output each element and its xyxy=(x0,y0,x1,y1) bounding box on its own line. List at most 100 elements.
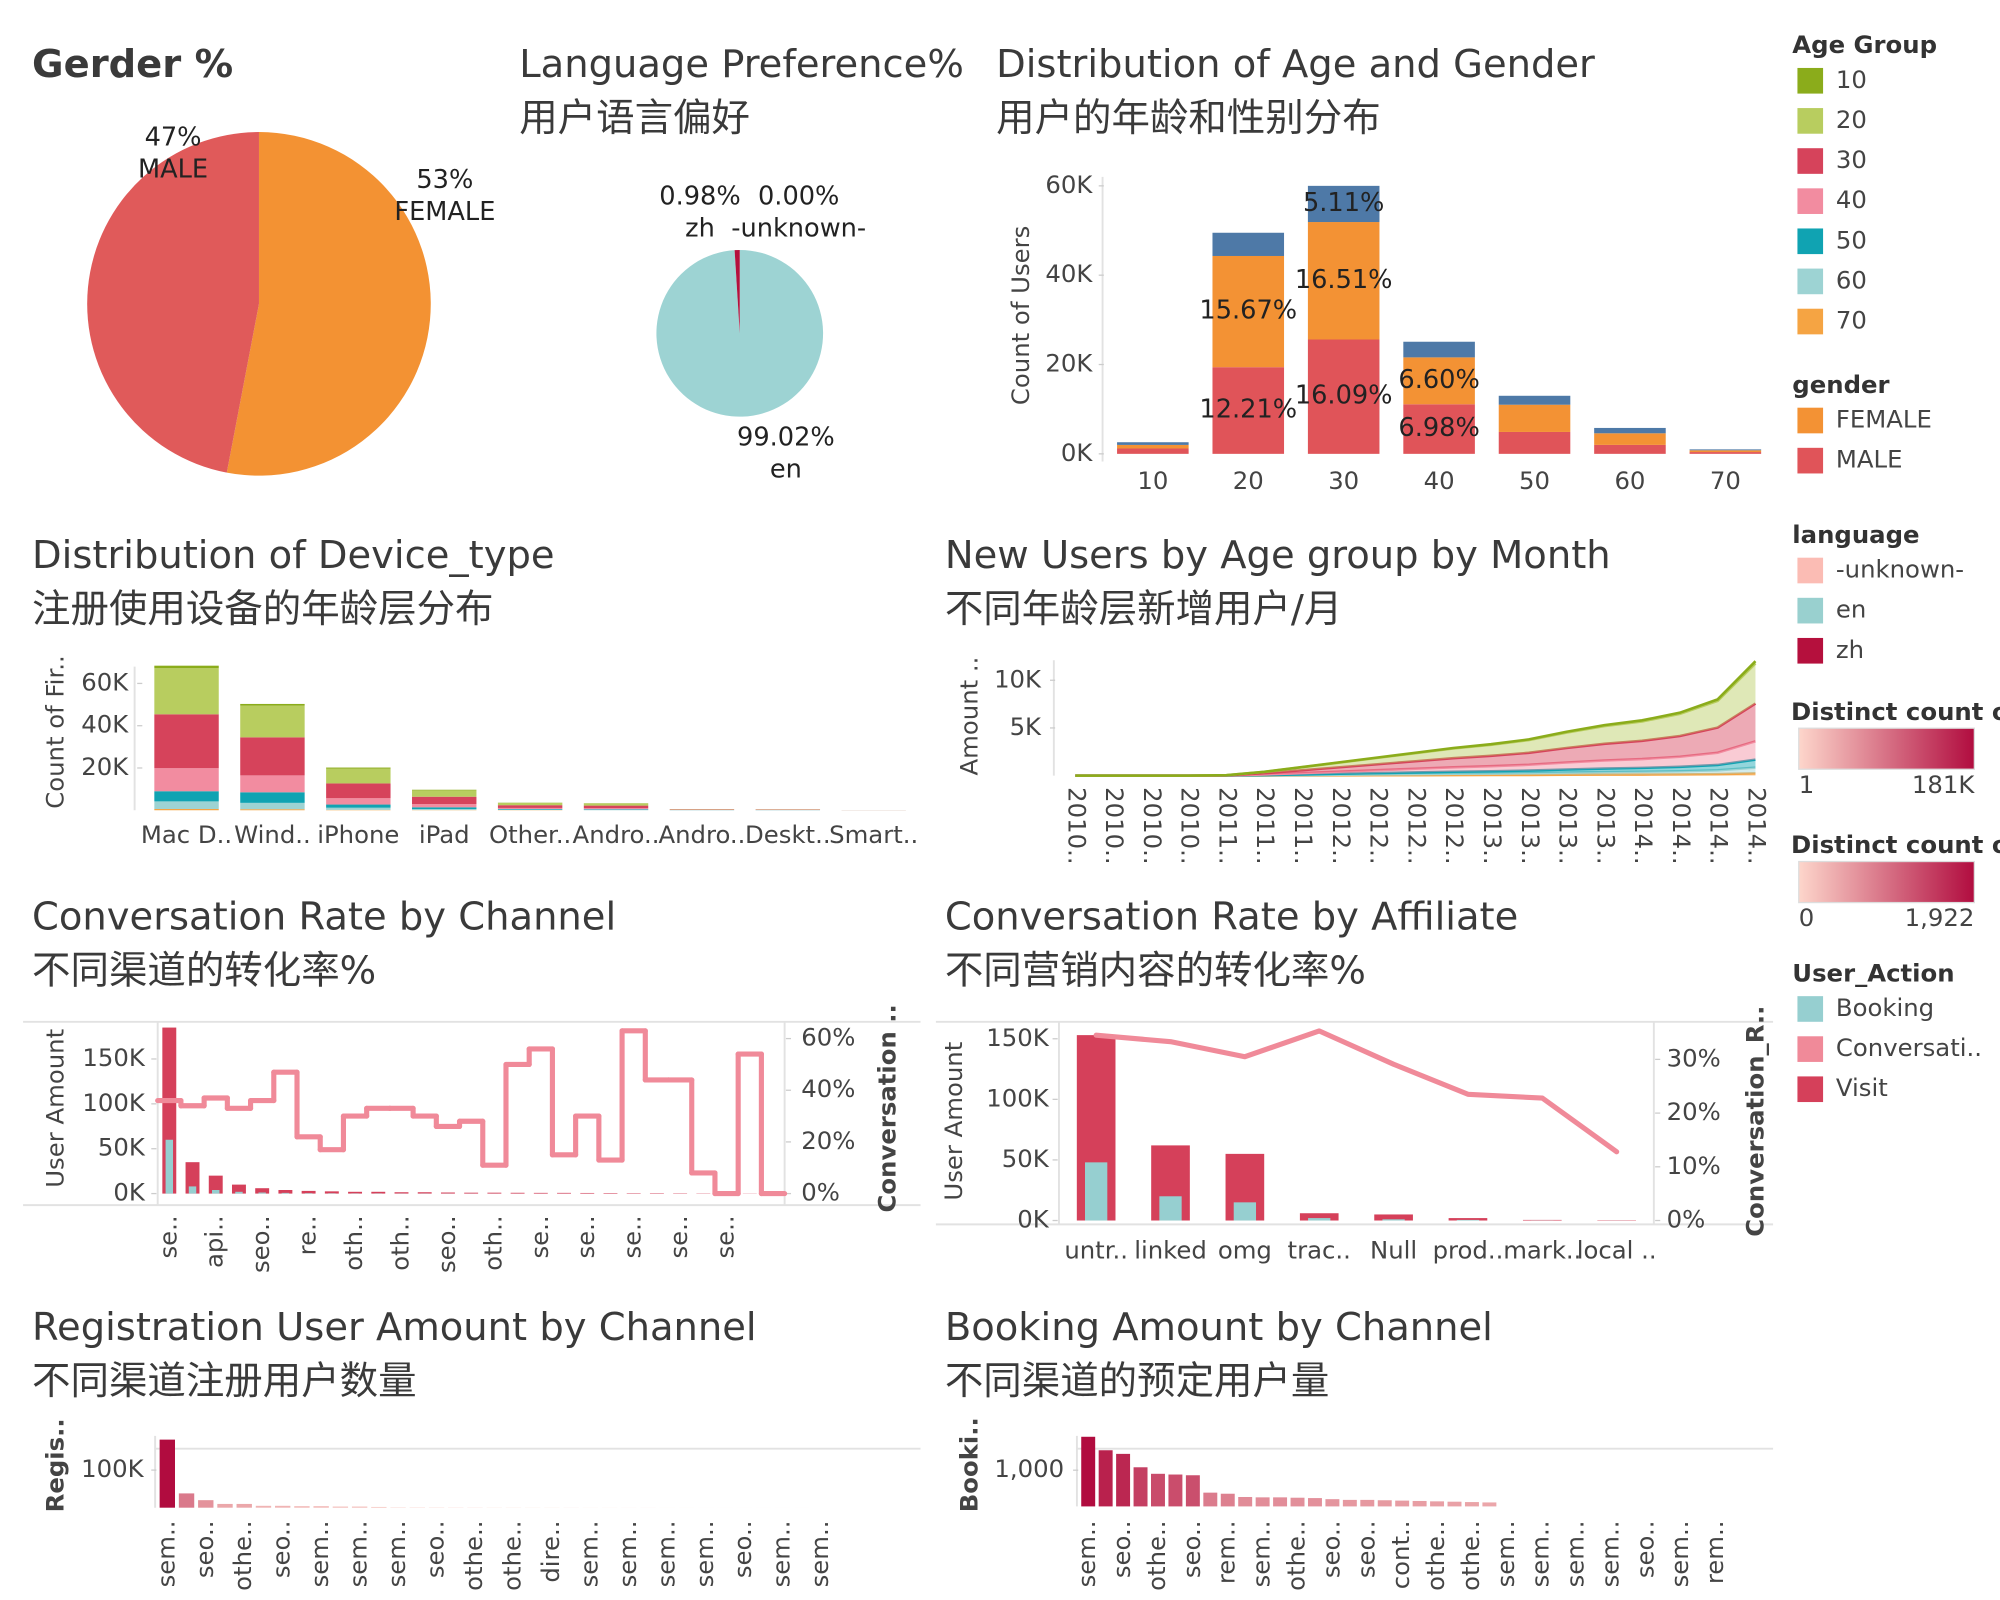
y-axis-label: Amount .. xyxy=(955,657,984,776)
bar xyxy=(281,1192,290,1194)
x-tick-label: seo.. xyxy=(1177,1521,1206,1579)
x-tick-label: omg xyxy=(1218,1235,1272,1264)
bar xyxy=(351,1506,368,1508)
bar-segment xyxy=(154,665,219,669)
pie-slice xyxy=(656,250,824,417)
x-tick-label: 2011.. xyxy=(1213,787,1242,864)
chart-title: New Users by Age group by Month xyxy=(945,533,1611,578)
bar xyxy=(464,1192,479,1194)
y-tick-label: 5K xyxy=(1010,712,1042,741)
y-tick-label: 60% xyxy=(801,1023,855,1052)
legend-swatch xyxy=(1797,108,1824,134)
slice-value-label: 53% xyxy=(416,165,473,195)
x-tick-label: 2011.. xyxy=(1289,787,1318,864)
x-tick-label: seo.. xyxy=(432,1215,461,1273)
x-tick-label: othe.. xyxy=(1282,1521,1311,1591)
x-tick-label: iPad xyxy=(419,820,470,849)
x-tick-label: seo.. xyxy=(190,1521,219,1579)
slice-category-label: FEMALE xyxy=(394,197,495,227)
color-ramp xyxy=(1798,860,1976,904)
x-tick-label: 2012.. xyxy=(1402,787,1431,864)
x-tick-label: seo.. xyxy=(728,1521,757,1579)
bar-segment xyxy=(1594,427,1666,434)
legend-swatch xyxy=(1797,447,1824,474)
legend-label: 50 xyxy=(1836,225,1867,254)
bar xyxy=(198,1500,214,1508)
bar xyxy=(278,1190,293,1194)
y-tick-label: 0% xyxy=(801,1178,840,1207)
bar xyxy=(178,1493,195,1508)
bar-segment xyxy=(497,805,563,808)
bar xyxy=(417,1192,432,1194)
x-tick-label: seo.. xyxy=(421,1521,450,1579)
legend-label: Conversati.. xyxy=(1836,1033,1982,1062)
value-label: 6.98% xyxy=(1398,413,1479,443)
bar xyxy=(1377,1500,1392,1507)
area-fill xyxy=(1075,767,1756,776)
y-tick-label: 150K xyxy=(82,1043,145,1072)
bar-segment xyxy=(1117,448,1189,454)
legend-swatch xyxy=(1797,637,1824,664)
legend-label: FEMALE xyxy=(1836,405,1932,434)
area-fill xyxy=(1075,741,1756,776)
bar xyxy=(324,1191,339,1194)
x-tick-label: 2012.. xyxy=(1327,787,1356,864)
ramp-min-label: 1 xyxy=(1799,770,1815,799)
bar xyxy=(1374,1214,1413,1221)
bar-segment xyxy=(1212,255,1285,368)
x-tick-label: 2013.. xyxy=(1591,787,1620,864)
slice-value-label: 0.00% xyxy=(758,181,839,211)
bar xyxy=(1185,1475,1200,1507)
bar xyxy=(231,1184,246,1194)
bar-segment xyxy=(240,792,305,803)
bar xyxy=(1395,1500,1410,1507)
bar-segment xyxy=(1594,433,1666,445)
bar xyxy=(188,1186,197,1194)
bar xyxy=(1447,1501,1462,1507)
legend-label: -unknown- xyxy=(1836,555,1964,584)
y2-axis-label: Conversation_R.. xyxy=(1740,1006,1769,1237)
y-axis-label: Count of Users xyxy=(1006,226,1035,405)
x-tick-label: Andro.. xyxy=(658,820,745,849)
bar xyxy=(255,1505,272,1508)
x-tick-label: Andro.. xyxy=(573,820,660,849)
slice-category-label: en xyxy=(770,455,802,485)
bar-segment xyxy=(497,808,563,810)
bar xyxy=(603,1193,618,1194)
area-fill xyxy=(1075,759,1756,776)
bar-segment xyxy=(583,808,649,810)
legend-label: 30 xyxy=(1836,145,1867,174)
line xyxy=(1093,1028,1620,1155)
bar xyxy=(1412,1500,1427,1507)
y-axis-label: User Amount xyxy=(40,1029,69,1188)
bar-segment xyxy=(240,809,305,811)
bar-segment xyxy=(583,809,649,810)
bar xyxy=(1342,1499,1357,1507)
slice-category-label: zh xyxy=(685,213,715,243)
x-tick-label: 2014.. xyxy=(1705,787,1734,864)
x-tick-label: se.. xyxy=(571,1215,600,1258)
legend-swatch xyxy=(1797,1036,1824,1062)
x-tick-label: oth.. xyxy=(478,1215,507,1270)
x-tick-label: Wind.. xyxy=(234,820,311,849)
y-tick-label: 0K xyxy=(113,1178,145,1207)
bar-segment xyxy=(1307,339,1380,454)
x-tick-label: 10 xyxy=(1137,466,1168,495)
bar-segment xyxy=(326,783,391,799)
legend-swatch xyxy=(1797,1076,1824,1103)
bar-segment xyxy=(154,714,219,769)
bar xyxy=(1482,1502,1497,1507)
bar xyxy=(1360,1499,1375,1507)
x-tick-label: sem.. xyxy=(805,1521,834,1588)
bar xyxy=(1307,1498,1322,1507)
legend-label: Booking xyxy=(1836,993,1934,1022)
bar xyxy=(236,1503,252,1508)
x-tick-label: othe.. xyxy=(1142,1521,1171,1591)
chart-subtitle: 不同渠道的转化率% xyxy=(32,949,376,994)
ramp-min-label: 0 xyxy=(1799,903,1815,932)
value-label: 12.21% xyxy=(1199,395,1297,425)
legend-title: gender xyxy=(1792,370,1889,399)
bar-segment xyxy=(583,803,649,806)
legend-swatch xyxy=(1797,557,1824,584)
